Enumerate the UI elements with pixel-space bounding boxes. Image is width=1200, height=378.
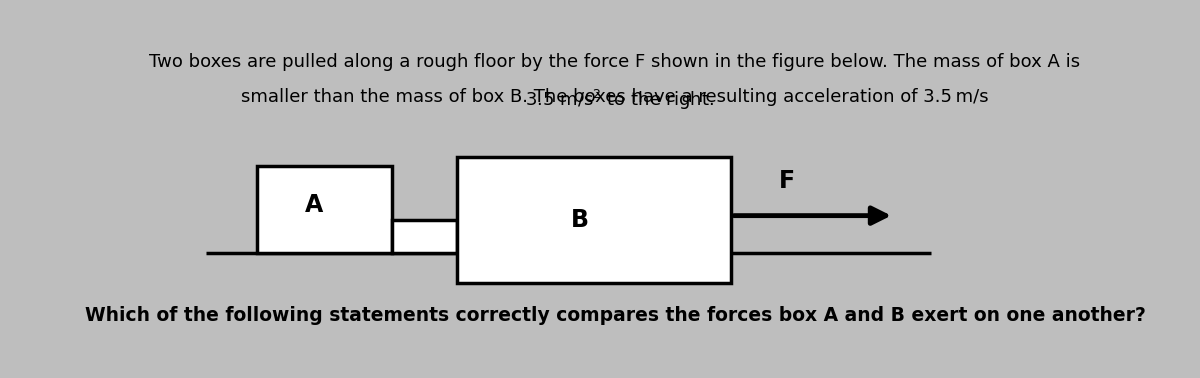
Text: B: B bbox=[571, 208, 589, 232]
Text: F: F bbox=[779, 169, 796, 193]
Text: Two boxes are pulled along a rough floor by the force F shown in the figure belo: Two boxes are pulled along a rough floor… bbox=[150, 53, 1080, 71]
Bar bbox=[257, 166, 391, 254]
Text: smaller than the mass of box B. The boxes have a resulting acceleration of 3.5 m: smaller than the mass of box B. The boxe… bbox=[241, 88, 989, 105]
Bar bbox=[391, 220, 457, 254]
Text: Which of the following statements correctly compares the forces box A and B exer: Which of the following statements correc… bbox=[84, 306, 1146, 325]
Text: $\mathregular{3.5\ m/s^{2}}$ to the right.: $\mathregular{3.5\ m/s^{2}}$ to the righ… bbox=[526, 88, 714, 112]
Text: A: A bbox=[305, 194, 323, 217]
Bar bbox=[457, 157, 731, 283]
